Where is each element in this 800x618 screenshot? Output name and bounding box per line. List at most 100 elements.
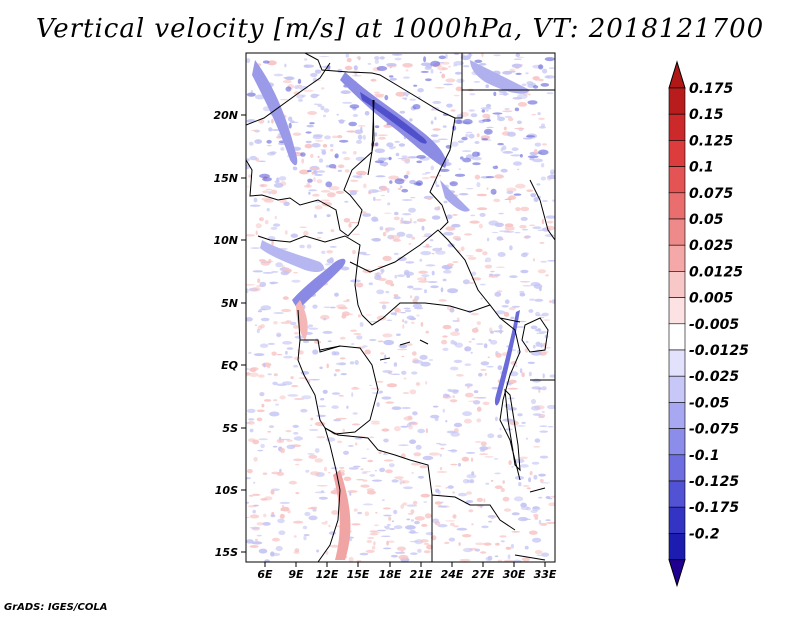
velocity-patch [312,508,317,512]
velocity-patch [509,275,518,278]
velocity-patch [263,513,267,518]
velocity-patch [409,389,417,395]
velocity-patch [406,343,413,346]
velocity-patch [495,416,498,422]
colorbar-bottom-arrow [668,559,686,588]
velocity-patch [410,295,413,299]
velocity-patch [351,387,360,390]
velocity-patch [258,119,265,124]
blue-band-darfur [440,180,470,212]
velocity-patch [281,308,292,313]
velocity-patch [430,120,434,125]
velocity-patch [404,320,408,324]
velocity-patch [498,230,510,233]
velocity-patch [534,438,541,443]
velocity-patch [246,501,250,504]
velocity-patch [381,304,387,310]
velocity-patch [292,166,298,171]
velocity-patch [309,378,320,381]
velocity-patch [282,341,293,345]
velocity-patch [544,351,549,353]
velocity-patch [316,414,326,418]
velocity-patch [382,231,387,237]
velocity-patch [267,430,272,433]
velocity-patch-strong [515,72,522,75]
velocity-patch [417,88,424,93]
velocity-patch [256,417,263,422]
velocity-patch [507,397,515,400]
velocity-patch [253,353,265,357]
velocity-patch [521,557,531,562]
velocity-patch [357,314,361,318]
velocity-patch [467,385,470,389]
velocity-patch [368,384,372,386]
velocity-patch [316,237,322,239]
velocity-patch [397,158,407,160]
velocity-patch [252,509,256,514]
velocity-patch [503,91,508,96]
velocity-patch [315,94,320,96]
colorbar: 0.175 0.15 0.125 0.1 0.075 0.05 0.025 0.0125 0.0… [668,60,749,588]
velocity-patch [470,312,479,316]
velocity-patch [539,425,548,428]
velocity-patch [525,340,529,344]
velocity-patch [409,118,413,122]
lon-label: 18E [379,568,402,581]
velocity-patch [519,368,523,374]
velocity-patch [258,548,268,554]
velocity-patch [507,387,519,390]
velocity-patch [464,383,473,387]
velocity-patch-strong [401,188,409,193]
velocity-patch [406,423,412,427]
velocity-patch [292,520,304,524]
velocity-patch [431,270,435,276]
velocity-patch [452,213,458,216]
velocity-patch [511,512,520,516]
velocity-patch [531,461,540,465]
velocity-patch [324,135,331,140]
velocity-patch [425,330,430,334]
velocity-patch [340,90,351,95]
velocity-patch [513,161,522,166]
velocity-patch [439,467,443,471]
velocity-patch [471,327,479,333]
velocity-patch [454,428,459,433]
velocity-patch [303,64,315,68]
velocity-patch [545,519,551,521]
velocity-patch [293,364,299,368]
velocity-patch [451,223,461,228]
velocity-patch [300,408,308,413]
velocity-patch-strong [497,142,504,146]
colorbar-swatch [668,113,686,141]
velocity-patch [308,191,311,195]
velocity-patch [435,184,440,188]
velocity-patch [549,67,555,69]
velocity-patch [321,150,327,155]
velocity-patch [253,197,258,203]
velocity-patch [279,468,282,473]
velocity-patch [385,469,393,474]
velocity-patch-strong [514,107,520,112]
velocity-patch [531,405,541,411]
velocity-patch [377,529,387,532]
velocity-patch [522,285,532,287]
velocity-patch [538,416,545,419]
velocity-patch [478,63,487,66]
velocity-patch [405,233,413,239]
colorbar-swatch [668,244,686,272]
colorbar-label: 0.05 [689,212,724,228]
velocity-patch [322,389,328,394]
velocity-patch [442,335,448,338]
velocity-patch [383,339,395,346]
velocity-patch [385,401,395,404]
velocity-patch [256,409,265,413]
velocity-patch [494,485,503,490]
velocity-patch [366,448,369,450]
border-chad-sudan [429,117,456,231]
red-band-gabon [296,300,308,340]
velocity-patch [288,116,293,122]
velocity-patch [359,322,364,327]
velocity-patch [293,324,299,329]
velocity-patch [504,198,512,200]
velocity-patch [541,386,547,391]
